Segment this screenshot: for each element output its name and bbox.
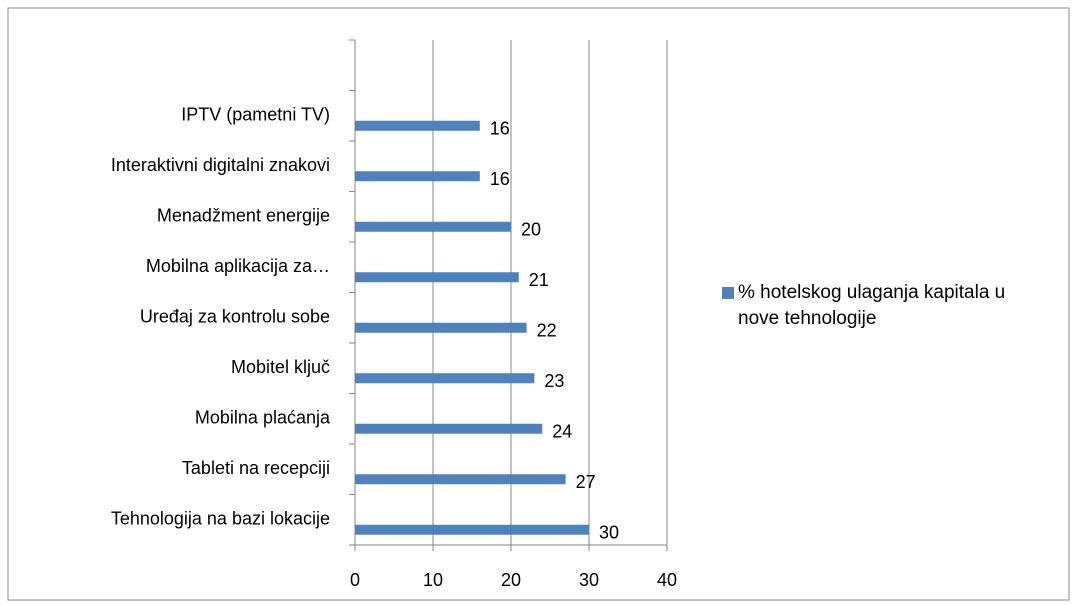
legend-swatch xyxy=(722,287,734,299)
y-tick-label: Mobilna aplikacija za… xyxy=(146,256,330,276)
y-tick-label: Menadžment energije xyxy=(157,206,330,226)
bar xyxy=(355,272,519,283)
x-tick-label: 40 xyxy=(657,570,677,590)
value-label: 22 xyxy=(537,321,557,341)
x-tick-label: 0 xyxy=(350,570,360,590)
bar xyxy=(355,423,543,434)
chart-border xyxy=(7,7,1070,601)
bar xyxy=(355,373,535,384)
value-label: 16 xyxy=(490,169,510,189)
bar xyxy=(355,322,527,333)
y-tick-label: Tehnologija na bazi lokacije xyxy=(111,509,330,529)
x-tick-label: 20 xyxy=(501,570,521,590)
bar xyxy=(355,524,589,535)
x-tick-label: 30 xyxy=(579,570,599,590)
bar xyxy=(355,474,566,485)
bar xyxy=(355,120,480,131)
y-tick-label: Interaktivni digitalni znakovi xyxy=(111,155,330,175)
y-tick-label: IPTV (pametni TV) xyxy=(181,105,330,125)
bar xyxy=(355,221,511,232)
bar xyxy=(355,171,480,182)
value-label: 30 xyxy=(599,523,619,543)
legend-label: % hotelskog ulaganja kapitala u nove teh… xyxy=(738,282,1006,329)
y-tick-label: Uređaj za kontrolu sobe xyxy=(140,307,330,327)
value-label: 21 xyxy=(529,270,549,290)
y-tick-label: Mobitel ključ xyxy=(231,357,330,377)
y-tick-label: Tableti na recepciji xyxy=(182,458,330,478)
value-label: 16 xyxy=(490,119,510,139)
value-label: 20 xyxy=(521,220,541,240)
value-label: 27 xyxy=(576,472,596,492)
y-tick-label: Mobilna plaćanja xyxy=(195,408,331,428)
value-label: 24 xyxy=(552,422,572,442)
x-tick-label: 10 xyxy=(423,570,443,590)
value-label: 23 xyxy=(544,371,564,391)
